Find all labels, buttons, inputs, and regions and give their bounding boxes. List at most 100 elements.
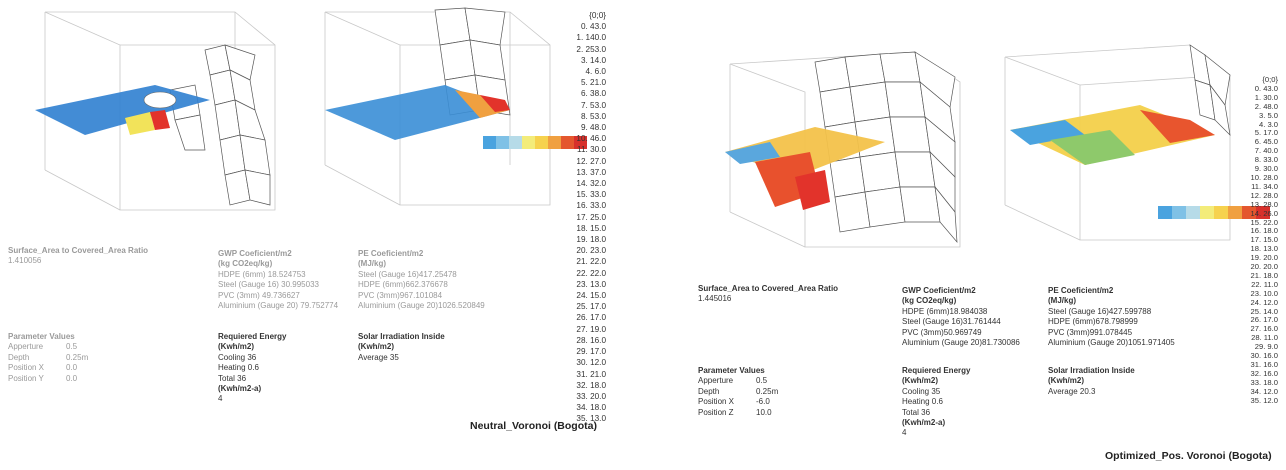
list-item: 34. 18.0: [576, 403, 606, 413]
legend-swatch: [548, 136, 561, 149]
list-item: 9. 48.0: [580, 123, 606, 133]
list-item: 12. 27.0: [576, 156, 606, 166]
list-item: 0. 43.0: [580, 22, 606, 32]
list-item: 5. 17.0: [1254, 128, 1278, 138]
list-item: 17. 25.0: [576, 212, 606, 222]
legend-swatch: [1228, 206, 1242, 219]
left-pe-block: PE Coeficient/m2 (MJ/kg) Steel (Gauge 16…: [358, 249, 485, 311]
left-solar-block: Solar Irradiation Inside (Kwh/m2) Averag…: [358, 332, 445, 362]
list-item: 6. 45.0: [1254, 137, 1278, 147]
list-item: 8. 33.0: [1254, 155, 1278, 165]
list-item: 21. 22.0: [576, 257, 606, 267]
list-item: 22. 11.0: [1251, 279, 1278, 289]
ratio-label: Surface_Area to Covered_Area Ratio: [8, 246, 149, 255]
left-ratio-block: Surface_Area to Covered_Area Ratio 1.410…: [8, 246, 148, 267]
list-item: 17. 15.0: [1250, 235, 1278, 245]
legend-swatch: [1256, 206, 1270, 219]
list-item: 7. 53.0: [580, 100, 606, 110]
param-row: Position X -6.0: [698, 397, 770, 407]
list-item: 23. 10.0: [1250, 288, 1278, 298]
param-row: Position Y 0.0: [8, 373, 78, 383]
legend-swatch: [1158, 206, 1172, 219]
list-item: 14. 26.0: [1250, 208, 1278, 218]
left-params-block: Parameter Values Apperture 0.5 Depth 0.25m…: [8, 332, 88, 384]
legend-swatch: [509, 136, 522, 149]
right-ratio-block: Surface_Area to Covered_Area Ratio 1.445…: [698, 284, 839, 304]
list-item: 21. 18.0: [1250, 270, 1278, 280]
list-item: 19. 18.0: [576, 235, 606, 245]
list-item: 5. 21.0: [580, 78, 606, 88]
list-item: 11. 30.0: [577, 145, 606, 155]
list-item: 31. 21.0: [576, 369, 606, 379]
left-color-legend: [483, 136, 587, 149]
list-item: 25. 17.0: [576, 302, 606, 312]
list-item: {0;0}: [1262, 75, 1278, 84]
list-item: 26. 17.0: [576, 313, 606, 323]
list-item: 3. 14.0: [580, 55, 606, 65]
params-title: Parameter Values: [8, 332, 75, 341]
param-row: Depth 0.25m: [8, 352, 89, 362]
list-item: 22. 22.0: [576, 268, 606, 278]
list-item: 18. 13.0: [1250, 244, 1278, 254]
list-item: 2. 253.0: [576, 44, 606, 54]
list-item: 13. 28.0: [1250, 199, 1278, 209]
list-item: 34. 12.0: [1250, 386, 1278, 396]
list-item: 29. 9.0: [1254, 342, 1278, 352]
list-item: 33. 20.0: [576, 391, 606, 401]
left-energy-block: Requiered Energy (Kwh/m2) Cooling 36 Hea…: [218, 332, 287, 404]
list-item: 35. 12.0: [1250, 395, 1278, 405]
left-gwp-block: GWP Coeficient/m2 (kg CO2eq/kg) HDPE (6m…: [218, 249, 339, 311]
param-row: Apperture 0.5: [8, 342, 78, 352]
right-params-block: Parameter Values Apperture 0.5 Depth 0.25m…: [698, 366, 779, 417]
list-item: 4. 3.0: [1259, 119, 1278, 129]
list-item: 9. 30.0: [1254, 164, 1278, 174]
list-item: 27. 16.0: [1250, 324, 1278, 334]
param-row: Depth 0.25m: [698, 386, 779, 396]
legend-swatch: [522, 136, 535, 149]
list-item: 28. 16.0: [576, 335, 606, 345]
param-row: Position Z 10.0: [698, 407, 772, 417]
list-item: 20. 20.0: [1250, 262, 1278, 272]
right-value-list: {0;0} 0. 43.0 1. 30.0 2. 48.0 3. 5.0 4. 3.0 5.…: [1248, 75, 1278, 406]
list-item: 16. 33.0: [576, 201, 606, 211]
legend-swatch: [574, 136, 587, 149]
list-item: 27. 19.0: [576, 324, 606, 334]
list-item: 25. 14.0: [1250, 306, 1278, 316]
list-item: 24. 15.0: [576, 291, 606, 301]
list-item: 3. 5.0: [1259, 110, 1278, 120]
list-item: 15. 22.0: [1250, 217, 1278, 227]
list-item: 30. 16.0: [1250, 351, 1278, 361]
list-item: 2. 48.0: [1254, 101, 1278, 111]
list-item: 1. 140.0: [576, 33, 606, 43]
list-item: 14. 32.0: [576, 179, 606, 189]
right-solar-block: Solar Irradiation Inside (Kwh/m2) Averag…: [1048, 366, 1135, 396]
list-item: 11. 34.0: [1251, 181, 1278, 191]
list-item: 32. 18.0: [576, 380, 606, 390]
list-item: 1. 30.0: [1254, 92, 1278, 102]
list-item: 7. 40.0: [1254, 146, 1278, 156]
left-view-geometry: [25, 0, 295, 230]
legend-swatch: [1200, 206, 1214, 219]
param-row: Position X 0.0: [8, 363, 78, 373]
right-color-legend: [1158, 206, 1270, 219]
list-item: 32. 16.0: [1250, 368, 1278, 378]
list-item: {0;0}: [589, 11, 606, 20]
left-caption: Neutral_Voronoi (Bogota): [470, 420, 597, 432]
list-item: 16. 18.0: [1250, 226, 1278, 236]
legend-swatch: [1242, 206, 1256, 219]
legend-swatch: [496, 136, 509, 149]
list-item: 20. 23.0: [576, 246, 606, 256]
legend-swatch: [1214, 206, 1228, 219]
list-item: 23. 13.0: [576, 279, 606, 289]
legend-swatch: [483, 136, 496, 149]
list-item: 12. 28.0: [1250, 190, 1278, 200]
legend-swatch: [1186, 206, 1200, 219]
right-pe-block: PE Coeficient/m2 (MJ/kg) Steel (Gauge 16…: [1048, 286, 1175, 348]
legend-swatch: [535, 136, 548, 149]
list-item: 0. 43.0: [1254, 83, 1278, 93]
list-item: 30. 12.0: [576, 358, 606, 368]
right-caption: Optimized_Pos. Voronoi (Bogota): [1105, 450, 1272, 462]
list-item: 10. 28.0: [1250, 172, 1278, 182]
right-view-irradiation: [990, 35, 1260, 260]
list-item: 28. 11.0: [1251, 333, 1278, 343]
